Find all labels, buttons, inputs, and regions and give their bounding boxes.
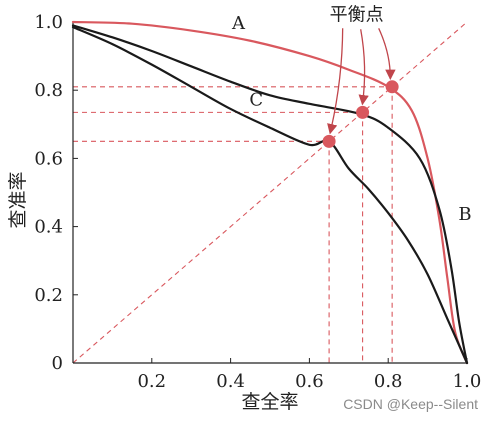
curve-c	[71, 26, 469, 365]
y-tick-label-5: 1.0	[34, 12, 63, 33]
curve-label-c: C	[249, 90, 263, 111]
curve-b	[71, 24, 469, 365]
y-tick-label-4: 0.8	[34, 80, 63, 101]
y-tick-label-3: 0.6	[34, 148, 63, 169]
labels: 查全率 查准率 A B C 平衡点	[7, 4, 472, 413]
y-axis-title: 查准率	[7, 171, 29, 228]
diagonal-line	[72, 21, 468, 364]
y-tick-label-1: 0.2	[34, 285, 63, 306]
curve-label-b: B	[458, 204, 471, 225]
x-tick-label-1: 0.4	[216, 371, 245, 392]
break-even-points	[322, 80, 399, 148]
x-tick-label-0: 0.2	[137, 371, 166, 392]
annotation-arrow-2	[327, 28, 344, 135]
annotation-arrow-1	[358, 29, 369, 106]
axes: 0.2 0.4 0.6 0.8 1.0 0 0.2 0.4 0.6 0.8 1.0	[34, 12, 481, 392]
guide-lines	[72, 21, 468, 364]
break-even-point-0	[385, 80, 399, 94]
y-tick-label-2: 0.4	[34, 217, 63, 238]
break-even-annotation: 平衡点	[330, 4, 384, 25]
curve-label-a: A	[231, 13, 246, 34]
watermark: CSDN @Keep--Silent	[343, 396, 478, 412]
x-tick-label-2: 0.6	[295, 371, 324, 392]
y-tick-label-0: 0	[52, 353, 63, 374]
break-even-point-1	[356, 105, 370, 119]
x-axis-title: 查全率	[241, 391, 298, 413]
annotation-arrow-0	[378, 28, 396, 81]
x-tick-label-3: 0.8	[374, 371, 403, 392]
break-even-point-2	[322, 134, 336, 148]
x-tick-label-4: 1.0	[453, 371, 482, 392]
